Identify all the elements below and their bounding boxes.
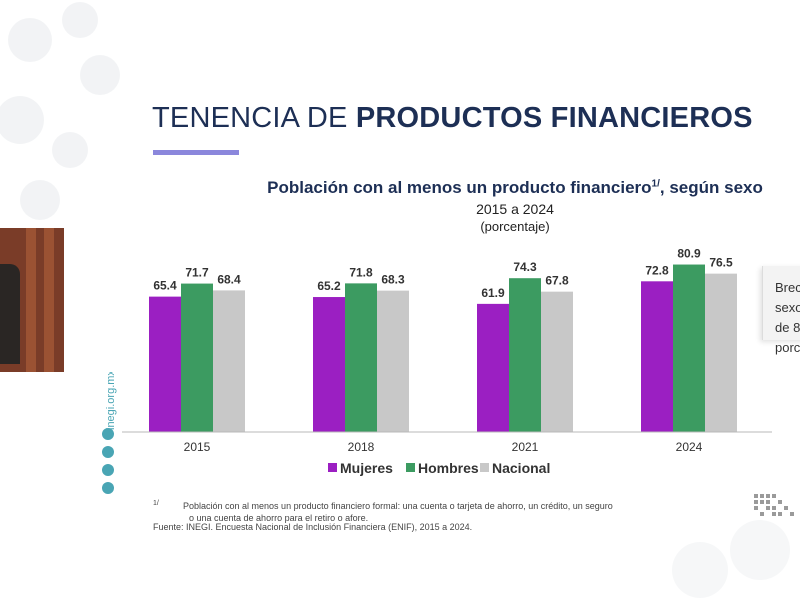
- chart-title-superscript: 1/: [651, 178, 660, 190]
- data-label: 80.9: [677, 247, 701, 261]
- instagram-icon[interactable]: [102, 446, 114, 458]
- data-label: 74.3: [513, 260, 537, 274]
- data-label: 68.4: [217, 272, 241, 286]
- bar-nacional-2015: [213, 290, 245, 432]
- inegi-url-text: inegi.org.mx: [105, 372, 117, 430]
- data-label: 72.8: [645, 263, 669, 277]
- wood-panel: [44, 228, 54, 372]
- footnote-line1: Población con al menos un producto finan…: [183, 501, 613, 511]
- bar-mujeres-2024: [641, 281, 673, 432]
- legend-swatch-nacional: [480, 463, 489, 472]
- bar-mujeres-2015: [149, 296, 181, 432]
- bar-hombres-2024: [673, 264, 705, 432]
- bar-nacional-2024: [705, 273, 737, 432]
- twitter-icon[interactable]: [102, 464, 114, 476]
- data-label: 68.3: [381, 273, 405, 287]
- bar-mujeres-2021: [477, 303, 509, 432]
- x-tick-label: 2018: [348, 440, 375, 454]
- inegi-logo: [754, 494, 794, 516]
- bar-hombres-2021: [509, 278, 541, 432]
- side-note-line: de 8: [775, 320, 800, 335]
- footnote-marker: 1/: [153, 500, 159, 507]
- chart-title-suffix: , según sexo: [659, 178, 763, 197]
- chart-subtitle: 2015 a 2024: [476, 201, 554, 217]
- data-label: 71.8: [349, 265, 373, 279]
- side-note-card: Brec sexo de 8 porc: [762, 266, 800, 355]
- chart-unit-label: (porcentaje): [480, 219, 550, 234]
- side-note-line: porc: [775, 340, 800, 355]
- x-tick-label: 2015: [184, 440, 211, 454]
- data-label: 61.9: [481, 286, 505, 300]
- legend-label-nacional: Nacional: [492, 460, 550, 476]
- youtube-icon[interactable]: [102, 428, 114, 440]
- footnote-line2: o una cuenta de ahorro para el retiro o …: [189, 513, 369, 523]
- bar-hombres-2018: [345, 283, 377, 432]
- x-tick-label: 2021: [512, 440, 539, 454]
- bar-mujeres-2018: [313, 297, 345, 432]
- side-note-line: Brec: [775, 280, 800, 295]
- wood-panel: [26, 228, 36, 372]
- side-note-line: sexo: [775, 300, 800, 315]
- footnote: 1/ Población con al menos un producto fi…: [153, 500, 613, 524]
- bar-nacional-2018: [377, 290, 409, 432]
- source-note: Fuente: INEGI. Encuesta Nacional de Incl…: [153, 522, 473, 532]
- slide-title: TENENCIA DE PRODUCTOS FINANCIEROS: [152, 102, 753, 135]
- bar-hombres-2015: [181, 283, 213, 432]
- slide-title-bold: PRODUCTOS FINANCIEROS: [355, 102, 753, 134]
- presenter-figure: [0, 264, 20, 364]
- data-label: 65.2: [317, 279, 341, 293]
- chart-title: Población con al menos un producto finan…: [235, 178, 795, 198]
- legend-swatch-mujeres: [328, 463, 337, 472]
- bar-nacional-2021: [541, 291, 573, 432]
- data-label: 76.5: [709, 256, 733, 270]
- chart-title-text: Población con al menos un producto finan…: [267, 178, 652, 197]
- x-tick-label: 2024: [676, 440, 703, 454]
- data-label: 71.7: [185, 266, 209, 280]
- slide-title-prefix: TENENCIA DE: [152, 102, 356, 134]
- title-accent-bar: [153, 150, 239, 155]
- background-ornament: [0, 2, 120, 220]
- data-label: 65.4: [153, 279, 177, 293]
- presenter-video-thumbnail: [0, 228, 64, 372]
- facebook-icon[interactable]: [102, 482, 114, 494]
- data-label: 67.8: [545, 274, 569, 288]
- background-ornament-right: [672, 520, 790, 598]
- legend-label-mujeres: Mujeres: [340, 460, 393, 476]
- inegi-url-vertical: inegi.org.mx: [105, 372, 117, 430]
- legend-label-hombres: Hombres: [418, 460, 479, 476]
- legend-swatch-hombres: [406, 463, 415, 472]
